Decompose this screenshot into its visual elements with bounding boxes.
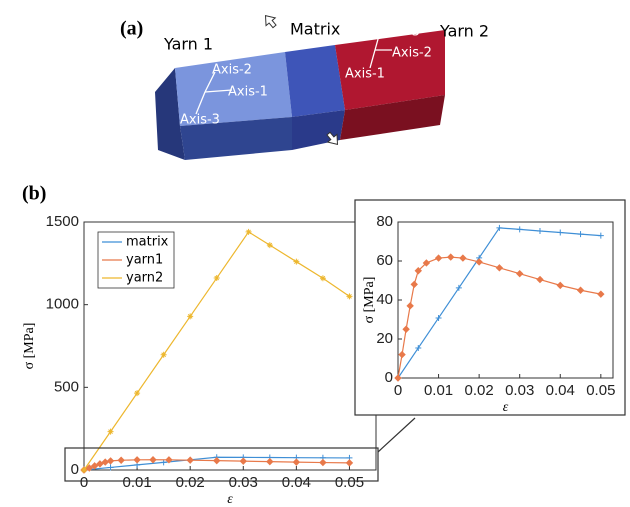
legend-label: yarn2: [126, 271, 163, 286]
legend-label: yarn1: [126, 253, 163, 268]
label: Yarn 1: [163, 35, 213, 54]
y-tick-label: 0: [385, 369, 393, 386]
page: {"diagram": {"panel_label": "(a)", "yarn…: [0, 0, 630, 507]
marker: [320, 460, 326, 466]
x-tick-label: 0: [394, 382, 402, 399]
axis-label: Axis-3: [380, 25, 420, 40]
x-tick-label: 0.01: [122, 474, 151, 491]
y-tick-label: 60: [376, 252, 393, 269]
x-axis-label: ε: [227, 492, 233, 507]
axis-label: Axis-3: [180, 113, 220, 128]
zoom-box: [65, 448, 378, 481]
y-tick-label: 80: [376, 213, 393, 230]
y-axis-label: σ [MPa]: [22, 323, 37, 370]
marker: [134, 457, 140, 463]
arrow-up: [261, 12, 279, 30]
marker: [214, 458, 220, 464]
x-tick-label: 0.04: [546, 382, 575, 399]
marker: [118, 457, 124, 463]
matrix-face: [285, 45, 345, 117]
figure: (a) Yarn 1 Matrix Yarn 2 Axis-2 Axis-1 A…: [0, 0, 630, 507]
label: Matrix: [290, 20, 340, 39]
marker: [267, 459, 273, 465]
zoom-connector: [378, 418, 415, 452]
x-tick-label: 0.05: [335, 474, 364, 491]
x-tick-label: 0.03: [229, 474, 258, 491]
marker: [187, 457, 193, 463]
x-tick-label: 0.03: [505, 382, 534, 399]
marker: [293, 459, 299, 465]
y-tick-label: 1500: [46, 213, 79, 230]
x-tick-label: 0.05: [586, 382, 615, 399]
x-tick-label: 0: [80, 474, 88, 491]
panel-label: (b): [22, 183, 46, 205]
x-tick-label: 0.02: [465, 382, 494, 399]
panel-label: (a): [120, 18, 143, 40]
x-tick-label: 0.01: [424, 382, 453, 399]
marker: [150, 457, 156, 463]
label: Yarn 2: [439, 22, 489, 41]
axis-label: Axis-2: [212, 63, 252, 78]
axis-label: Axis-2: [392, 46, 432, 61]
x-tick-label: 0.04: [282, 474, 311, 491]
axis-label: Axis-1: [228, 85, 268, 100]
axis-label: Axis-1: [345, 67, 385, 82]
block-diagram: (a) Yarn 1 Matrix Yarn 2 Axis-2 Axis-1 A…: [120, 12, 489, 160]
marker: [293, 259, 299, 265]
marker: [267, 242, 273, 248]
marker: [346, 460, 352, 466]
y-tick-label: 0: [71, 461, 79, 478]
y-axis-label: σ [MPa]: [362, 277, 377, 324]
y-tick-label: 1000: [46, 296, 79, 313]
marker: [240, 458, 246, 464]
y-tick-label: 40: [376, 291, 393, 308]
x-tick-label: 0.02: [176, 474, 205, 491]
y-tick-label: 20: [376, 330, 393, 347]
x-axis-label: ε: [503, 400, 509, 415]
legend-label: matrix: [126, 235, 169, 250]
marker: [108, 458, 114, 464]
y-tick-label: 500: [54, 378, 79, 395]
